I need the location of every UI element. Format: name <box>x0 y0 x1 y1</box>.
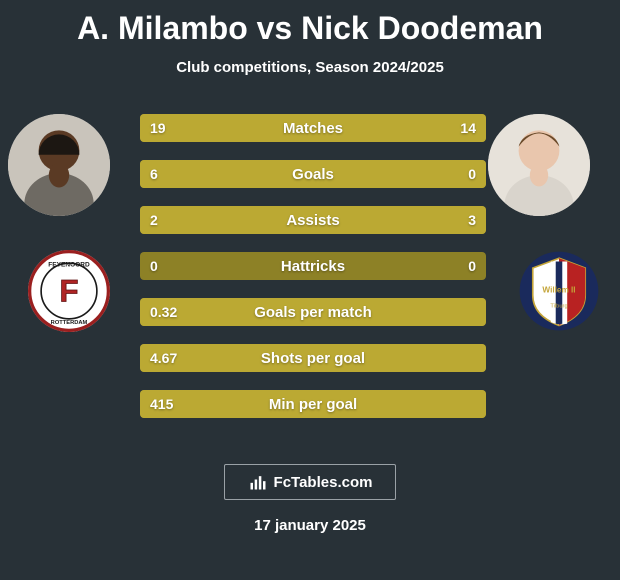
brand-label: FcTables.com <box>274 474 373 491</box>
stat-label: Min per goal <box>140 390 486 418</box>
stat-label: Hattricks <box>140 252 486 280</box>
stat-label: Goals <box>140 160 486 188</box>
player-right-club-badge: Willem II Tilburg <box>518 250 600 332</box>
stat-label: Goals per match <box>140 298 486 326</box>
stat-row-matches: 1914Matches <box>140 114 486 142</box>
svg-text:FEYENOORD: FEYENOORD <box>48 261 90 268</box>
svg-text:Tilburg: Tilburg <box>550 303 567 309</box>
feyenoord-badge-icon: FEYENOORD ROTTERDAM F <box>28 250 110 332</box>
stat-row-hattricks: 00Hattricks <box>140 252 486 280</box>
page-title: A. Milambo vs Nick Doodeman <box>0 0 620 47</box>
willem2-badge-icon: Willem II Tilburg <box>518 250 600 332</box>
stat-label: Shots per goal <box>140 344 486 372</box>
player-right-portrait <box>488 114 590 216</box>
avatar-icon <box>8 114 110 216</box>
stat-label: Matches <box>140 114 486 142</box>
svg-text:ROTTERDAM: ROTTERDAM <box>51 320 88 326</box>
stat-row-assists: 23Assists <box>140 206 486 234</box>
stat-row-goals: 60Goals <box>140 160 486 188</box>
stat-row-min-per-goal: 415Min per goal <box>140 390 486 418</box>
stat-row-goals-per-match: 0.32Goals per match <box>140 298 486 326</box>
player-left-portrait <box>8 114 110 216</box>
svg-text:F: F <box>59 274 78 309</box>
stat-row-shots-per-goal: 4.67Shots per goal <box>140 344 486 372</box>
date-label: 17 january 2025 <box>0 517 620 534</box>
subtitle: Club competitions, Season 2024/2025 <box>0 59 620 76</box>
stat-label: Assists <box>140 206 486 234</box>
avatar-icon <box>488 114 590 216</box>
bar-chart-icon <box>248 472 268 492</box>
player-left-club-badge: FEYENOORD ROTTERDAM F <box>28 250 110 332</box>
stat-bars: 1914Matches 60Goals 23Assists 00Hattricks 0.… <box>140 114 486 436</box>
svg-text:Willem II: Willem II <box>542 286 575 295</box>
brand-box: FcTables.com <box>224 464 396 500</box>
